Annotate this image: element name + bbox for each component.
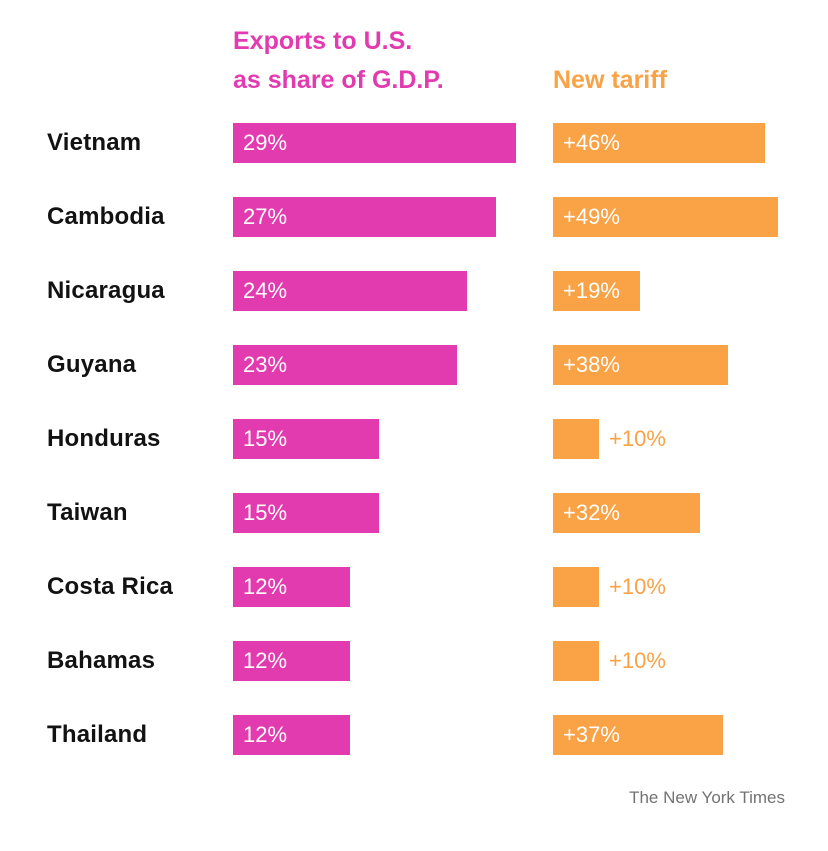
tariff-cell: +32% bbox=[553, 492, 828, 533]
exports-cell: 12% bbox=[233, 566, 553, 607]
table-row: Vietnam 29% +46% bbox=[47, 106, 828, 180]
tariff-value-outside: +10% bbox=[609, 647, 666, 673]
table-row: Cambodia 27% +49% bbox=[47, 180, 828, 254]
exports-value: 12% bbox=[243, 721, 288, 747]
exports-cell: 29% bbox=[233, 122, 553, 163]
table-row: Taiwan 15% +32% bbox=[47, 476, 828, 550]
tariff-cell: +19% bbox=[553, 270, 828, 311]
tariff-value-inside: +38% bbox=[563, 351, 620, 377]
tariff-cell: +10% bbox=[553, 566, 828, 607]
table-row: Thailand 12% +37% bbox=[47, 698, 828, 772]
tariff-cell: +10% bbox=[553, 418, 828, 459]
exports-cell: 24% bbox=[233, 270, 553, 311]
tariff-value-inside: +46% bbox=[563, 129, 620, 155]
exports-value: 12% bbox=[243, 647, 288, 673]
table-row: Bahamas 12% +10% bbox=[47, 624, 828, 698]
tariff-bar: +19% bbox=[553, 270, 641, 311]
exports-column-header: Exports to U.S. as share of G.D.P. bbox=[233, 22, 553, 100]
tariff-bar: +38% bbox=[553, 344, 728, 385]
table-row: Nicaragua 24% +19% bbox=[47, 254, 828, 328]
rows: Vietnam 29% +46% Cambodia 27% +49% N bbox=[47, 106, 828, 772]
country-label: Cambodia bbox=[47, 202, 165, 230]
tariff-cell: +46% bbox=[553, 122, 828, 163]
exports-bar: 15% bbox=[233, 492, 380, 533]
exports-cell: 12% bbox=[233, 640, 553, 681]
country-label: Thailand bbox=[47, 720, 148, 748]
exports-value: 29% bbox=[243, 129, 288, 155]
country-label: Costa Rica bbox=[47, 572, 174, 600]
tariff-value-inside: +32% bbox=[563, 499, 620, 525]
exports-bar: 29% bbox=[233, 122, 516, 163]
column-headers: Exports to U.S. as share of G.D.P. New t… bbox=[47, 22, 828, 100]
tariff-bar: +49% bbox=[553, 196, 779, 237]
tariff-bar: +37% bbox=[553, 714, 724, 755]
tariff-cell: +49% bbox=[553, 196, 828, 237]
exports-bar: 12% bbox=[233, 714, 350, 755]
tariff-value-inside: +19% bbox=[563, 277, 620, 303]
country-label: Taiwan bbox=[47, 498, 128, 526]
tariff-column-header: New tariff bbox=[553, 65, 667, 94]
source-credit: The New York Times bbox=[629, 787, 785, 807]
country-label: Vietnam bbox=[47, 128, 142, 156]
country-label: Honduras bbox=[47, 424, 161, 452]
exports-value: 24% bbox=[243, 277, 288, 303]
tariff-value-outside: +10% bbox=[609, 425, 666, 451]
tariff-value-outside: +10% bbox=[609, 573, 666, 599]
exports-header-line1: Exports to U.S. bbox=[233, 27, 413, 55]
exports-value: 12% bbox=[243, 573, 288, 599]
exports-bar: 12% bbox=[233, 640, 350, 681]
exports-bar: 24% bbox=[233, 270, 467, 311]
tariff-bar bbox=[553, 640, 599, 681]
country-label: Bahamas bbox=[47, 646, 156, 674]
tariff-bar bbox=[553, 566, 599, 607]
tariff-cell: +10% bbox=[553, 640, 828, 681]
table-row: Costa Rica 12% +10% bbox=[47, 550, 828, 624]
exports-bar: 27% bbox=[233, 196, 497, 237]
country-label: Guyana bbox=[47, 350, 137, 378]
exports-cell: 23% bbox=[233, 344, 553, 385]
exports-value: 27% bbox=[243, 203, 288, 229]
exports-value: 15% bbox=[243, 425, 288, 451]
exports-header-line2: as share of G.D.P. bbox=[233, 65, 444, 94]
tariff-bar bbox=[553, 418, 599, 459]
table-row: Honduras 15% +10% bbox=[47, 402, 828, 476]
table-row: Guyana 23% +38% bbox=[47, 328, 828, 402]
exports-cell: 15% bbox=[233, 418, 553, 459]
country-label: Nicaragua bbox=[47, 276, 165, 304]
tariff-cell: +37% bbox=[553, 714, 828, 755]
tariff-bar: +46% bbox=[553, 122, 765, 163]
exports-bar: 15% bbox=[233, 418, 380, 459]
exports-cell: 12% bbox=[233, 714, 553, 755]
tariff-cell: +38% bbox=[553, 344, 828, 385]
exports-bar: 12% bbox=[233, 566, 350, 607]
exports-value: 15% bbox=[243, 499, 288, 525]
tariff-value-inside: +37% bbox=[563, 721, 620, 747]
exports-cell: 27% bbox=[233, 196, 553, 237]
exports-cell: 15% bbox=[233, 492, 553, 533]
tariff-value-inside: +49% bbox=[563, 203, 620, 229]
exports-bar: 23% bbox=[233, 344, 458, 385]
exports-value: 23% bbox=[243, 351, 288, 377]
tariff-bar: +32% bbox=[553, 492, 701, 533]
